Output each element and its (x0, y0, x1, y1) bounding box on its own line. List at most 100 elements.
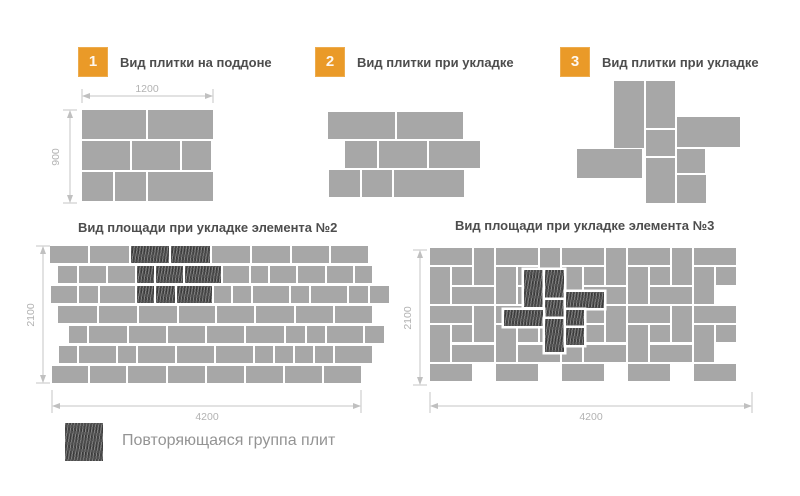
tile (650, 267, 670, 285)
repeat-group-tile (566, 328, 584, 345)
tile (82, 141, 130, 170)
tile (496, 325, 516, 362)
tile (345, 141, 377, 168)
tile (335, 306, 372, 323)
tile (650, 286, 692, 304)
tile (628, 267, 648, 304)
tile (246, 326, 284, 343)
tile (69, 326, 87, 343)
tile (129, 326, 166, 343)
tile (251, 266, 268, 283)
tile (474, 305, 494, 343)
tile (355, 266, 372, 283)
tile (606, 248, 626, 285)
tile (362, 170, 392, 197)
tile (628, 363, 670, 382)
tile (291, 286, 309, 303)
tile (327, 266, 353, 283)
repeat-group-tile (524, 270, 543, 307)
tile (223, 266, 249, 283)
tile (452, 286, 494, 304)
tile (562, 248, 604, 266)
tile (108, 266, 135, 283)
tile (82, 172, 113, 201)
tile (430, 267, 450, 304)
laying-view-3-diagram (565, 75, 755, 210)
tile (430, 363, 472, 382)
area-diagram-2: 2100 4200 (25, 240, 400, 435)
tile (677, 175, 706, 203)
tile (694, 325, 714, 362)
tile (672, 305, 692, 343)
repeat-group-tile (177, 286, 212, 303)
tile (327, 326, 363, 343)
tile (562, 363, 604, 382)
tile (286, 326, 305, 343)
tile (646, 81, 675, 128)
area-2-dimensions: 2100 4200 (25, 245, 362, 423)
tile (216, 346, 253, 363)
tile (370, 286, 389, 303)
tile (307, 326, 325, 343)
step-2-badge: 2 (315, 47, 345, 77)
tile (628, 248, 670, 266)
tile (99, 306, 137, 323)
tile (349, 286, 368, 303)
tile (246, 366, 283, 383)
tile (430, 248, 472, 266)
area-diagram-3: 2100 4200 (400, 240, 780, 435)
repeat-group-tile (545, 300, 564, 317)
tile (100, 286, 135, 303)
area-2-height-label: 2100 (25, 303, 37, 327)
tile (207, 366, 244, 383)
tile (292, 246, 329, 263)
tile (650, 344, 692, 362)
repeat-group-tile (545, 270, 564, 298)
tile (58, 266, 77, 283)
repeat-group-swatch (65, 423, 103, 461)
area-2-width-label: 4200 (195, 411, 219, 423)
tile (430, 305, 472, 324)
tile (255, 346, 273, 363)
pallet-width-label: 1200 (135, 83, 159, 95)
tile (677, 149, 705, 173)
tile (79, 346, 116, 363)
tile (50, 246, 88, 263)
tile (132, 141, 180, 170)
tile (452, 267, 472, 285)
tile (295, 346, 313, 363)
pallet-diagram: 1200 900 (50, 83, 240, 215)
area-3-title: Вид площади при укладке элемента №3 (455, 218, 715, 233)
tile (606, 305, 626, 343)
legend-label: Повторяющаяся группа плит (122, 432, 336, 449)
tile (296, 306, 333, 323)
tile (496, 363, 538, 382)
step-1-badge: 1 (78, 47, 108, 77)
tile (716, 267, 736, 285)
repeat-group-tile (171, 246, 210, 263)
tile (397, 112, 463, 139)
tile (315, 346, 333, 363)
tile (298, 266, 325, 283)
tile (182, 141, 211, 170)
tile (628, 305, 670, 324)
tile (331, 246, 368, 263)
area-2-title: Вид площади при укладке элемента №2 (78, 220, 338, 235)
tile (168, 326, 205, 343)
pallet-height-label: 900 (50, 148, 62, 166)
repeat-group-tile (545, 319, 564, 352)
repeat-group-tile (156, 266, 183, 283)
tile (177, 346, 214, 363)
tile (628, 325, 648, 362)
tile (474, 248, 494, 285)
tile (79, 266, 106, 283)
tile (128, 366, 166, 383)
tile (311, 286, 347, 303)
tile (89, 326, 127, 343)
tile (115, 172, 146, 201)
tile (275, 346, 293, 363)
repeat-group-tile (566, 310, 584, 326)
tile (324, 366, 361, 383)
tile (59, 346, 77, 363)
tile (148, 172, 213, 201)
